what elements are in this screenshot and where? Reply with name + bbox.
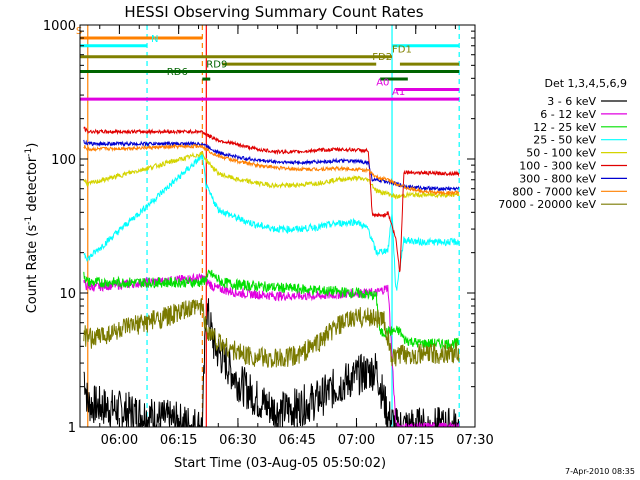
y-tick-label-2: 100	[51, 153, 76, 168]
flag-label-2: FD1	[392, 45, 412, 56]
legend-label-1: 6 - 12 keV	[540, 108, 596, 121]
legend-label-3: 25 - 50 keV	[533, 134, 596, 147]
x-tick-label-6: 07:30	[456, 433, 493, 448]
series-line-8	[83, 298, 460, 368]
x-tick-label-3: 06:45	[278, 433, 315, 448]
x-tick-label-4: 07:00	[338, 433, 375, 448]
legend-label-2: 12 - 25 keV	[533, 121, 596, 134]
plot-frame	[79, 24, 476, 428]
y-tick-label-0: 1	[68, 421, 76, 436]
y-axis-label: Count Rate (s-1 detector-1)	[24, 143, 40, 314]
legend-label-8: 7000 - 20000 keV	[498, 198, 596, 211]
flag-label-4: RD9	[206, 59, 227, 70]
legend-title: Det 1,3,4,5,6,9	[544, 77, 627, 90]
flag-label-5: RD6	[167, 67, 188, 78]
legend-label-0: 3 - 6 keV	[547, 95, 596, 108]
flag-label-0: S	[76, 26, 82, 37]
legend-label-7: 800 - 7000 keV	[512, 185, 596, 198]
series-line-4	[83, 151, 460, 200]
flag-label-1: N	[151, 34, 158, 45]
legend-label-4: 50 - 100 keV	[526, 147, 596, 160]
series-line-5	[83, 126, 460, 273]
legend-label-6: 300 - 800 keV	[519, 172, 596, 185]
flag-label-7: A1	[392, 87, 405, 98]
series-line-6	[83, 139, 460, 192]
x-tick-label-1: 06:15	[160, 433, 197, 448]
chart-title: HESSI Observing Summary Count Rates	[124, 3, 423, 21]
y-tick-label-1: 10	[59, 287, 76, 302]
legend-label-5: 100 - 300 keV	[519, 160, 596, 173]
footer-date: 7-Apr-2010 08:35	[565, 467, 635, 476]
y-tick-label-3: 1000	[43, 19, 76, 34]
x-axis-label: Start Time (03-Aug-05 05:50:02)	[174, 456, 386, 471]
flag-label-3: FD2	[372, 52, 392, 63]
x-tick-label-5: 07:15	[397, 433, 434, 448]
x-tick-label-2: 06:30	[219, 433, 256, 448]
series-line-3	[83, 153, 460, 291]
series-line-7	[83, 143, 460, 197]
series-line-2	[83, 269, 460, 351]
x-tick-label-0: 06:00	[101, 433, 138, 448]
series-group	[83, 126, 460, 427]
flag-label-6: A0	[376, 78, 389, 89]
series-line-0	[83, 298, 460, 427]
